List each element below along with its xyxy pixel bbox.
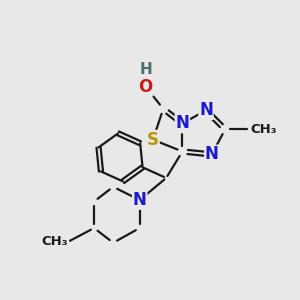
Text: O: O <box>139 78 153 96</box>
Text: N: N <box>199 101 213 119</box>
Text: N: N <box>176 115 189 133</box>
Text: S: S <box>147 131 159 149</box>
Text: N: N <box>205 146 219 164</box>
Text: H: H <box>139 61 152 76</box>
Text: CH₃: CH₃ <box>250 123 277 136</box>
Text: N: N <box>133 191 147 209</box>
Text: CH₃: CH₃ <box>41 235 68 248</box>
